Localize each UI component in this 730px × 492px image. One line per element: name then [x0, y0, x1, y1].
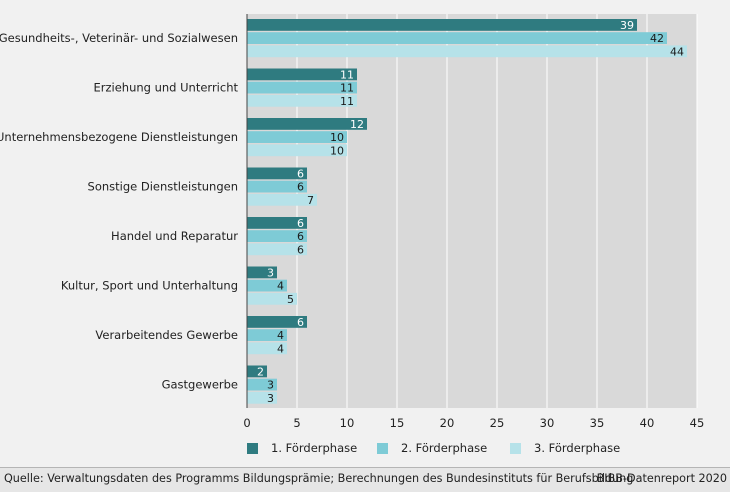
bar: [247, 81, 357, 94]
bar: [247, 144, 347, 157]
category-label: Sonstige Dienstleistungen: [88, 180, 238, 194]
x-tick-label: 5: [293, 416, 300, 430]
category-label: Handel und Reparatur: [111, 229, 238, 243]
bar: [247, 68, 357, 81]
legend-label: 1. Förderphase: [271, 441, 358, 455]
bar-value-label: 12: [350, 118, 364, 131]
x-tick-label: 15: [390, 416, 405, 430]
bar-value-label: 42: [650, 32, 664, 45]
category-label: Verarbeitendes Gewerbe: [95, 328, 238, 342]
bar: [247, 94, 357, 107]
bar: [247, 118, 367, 130]
bar-value-label: 3: [267, 392, 274, 405]
bar-value-label: 11: [340, 68, 354, 81]
bar: [247, 391, 277, 404]
bar: [247, 19, 637, 31]
bar: [247, 316, 307, 328]
bar-value-label: 4: [277, 329, 284, 342]
bar-value-label: 6: [297, 316, 304, 329]
bar-value-label: 6: [297, 167, 304, 180]
bar-value-label: 44: [670, 45, 684, 58]
bar-value-label: 10: [330, 131, 344, 144]
bar-value-label: 4: [277, 280, 284, 293]
bar: [247, 243, 307, 256]
bar-value-label: 6: [297, 181, 304, 194]
bar: [247, 193, 317, 206]
x-tick-label: 20: [440, 416, 455, 430]
x-tick-label: 25: [490, 416, 505, 430]
bar-value-label: 11: [340, 82, 354, 95]
bar-value-label: 2: [257, 365, 264, 378]
x-axis-ticks: 0 5 10 15 20 25 30 35 40 45: [243, 416, 704, 430]
bar: [247, 167, 307, 180]
legend-swatch: [247, 442, 258, 454]
bar-value-label: 3: [267, 266, 274, 279]
legend-label: 2. Förderphase: [401, 441, 488, 455]
legend-item: 2. Förderphase: [377, 441, 487, 455]
bar-value-label: 6: [297, 217, 304, 230]
bar-value-label: 39: [620, 19, 634, 32]
footer: Quelle: Verwaltungsdaten des Programms B…: [0, 467, 730, 492]
legend-item: 3. Förderphase: [510, 441, 620, 455]
bar-value-label: 7: [307, 194, 314, 207]
bar: [247, 365, 267, 378]
category-labels: Gesundheits-, Veterinär- und Sozialwesen…: [0, 31, 238, 392]
bar: [247, 45, 687, 58]
report-credit: BIBB-Datenreport 2020: [596, 472, 727, 485]
legend-label: 3. Förderphase: [534, 441, 621, 455]
x-tick-label: 10: [340, 416, 355, 430]
bar: [247, 32, 667, 44]
category-label: Erziehung und Unterricht: [93, 81, 238, 95]
category-label: Gastgewerbe: [162, 378, 238, 392]
x-tick-label: 35: [590, 416, 605, 430]
category-label: Unternehmensbezogene Dienstleistungen: [0, 130, 238, 144]
x-tick-label: 45: [690, 416, 705, 430]
x-tick-label: 40: [640, 416, 655, 430]
bar-value-label: 5: [287, 293, 294, 306]
bar-value-label: 10: [330, 144, 344, 157]
bar: [247, 292, 297, 305]
bar-value-label: 11: [340, 95, 354, 108]
bar-value-label: 3: [267, 379, 274, 392]
x-tick-label: 0: [243, 416, 250, 430]
x-tick-label: 30: [540, 416, 555, 430]
bar: [247, 378, 277, 391]
bar-value-label: 4: [277, 342, 284, 355]
legend-swatch: [377, 442, 388, 454]
legend-swatch: [510, 442, 521, 454]
bar: [247, 279, 287, 292]
bar: [247, 342, 287, 355]
category-label: Gesundheits-, Veterinär- und Sozialwesen: [0, 31, 238, 45]
bar-value-label: 6: [297, 243, 304, 256]
bar: [247, 180, 307, 193]
source-note: Quelle: Verwaltungsdaten des Programms B…: [4, 472, 634, 485]
bar: [247, 131, 347, 143]
bar: [247, 217, 307, 229]
legend: 1. Förderphase 2. Förderphase 3. Förderpha…: [0, 440, 730, 456]
bar: [247, 266, 277, 279]
category-label: Kultur, Sport und Unterhaltung: [61, 279, 238, 293]
legend-item: 1. Förderphase: [247, 441, 357, 455]
bar: [247, 329, 287, 341]
bar-value-label: 6: [297, 230, 304, 243]
bar: [247, 230, 307, 242]
